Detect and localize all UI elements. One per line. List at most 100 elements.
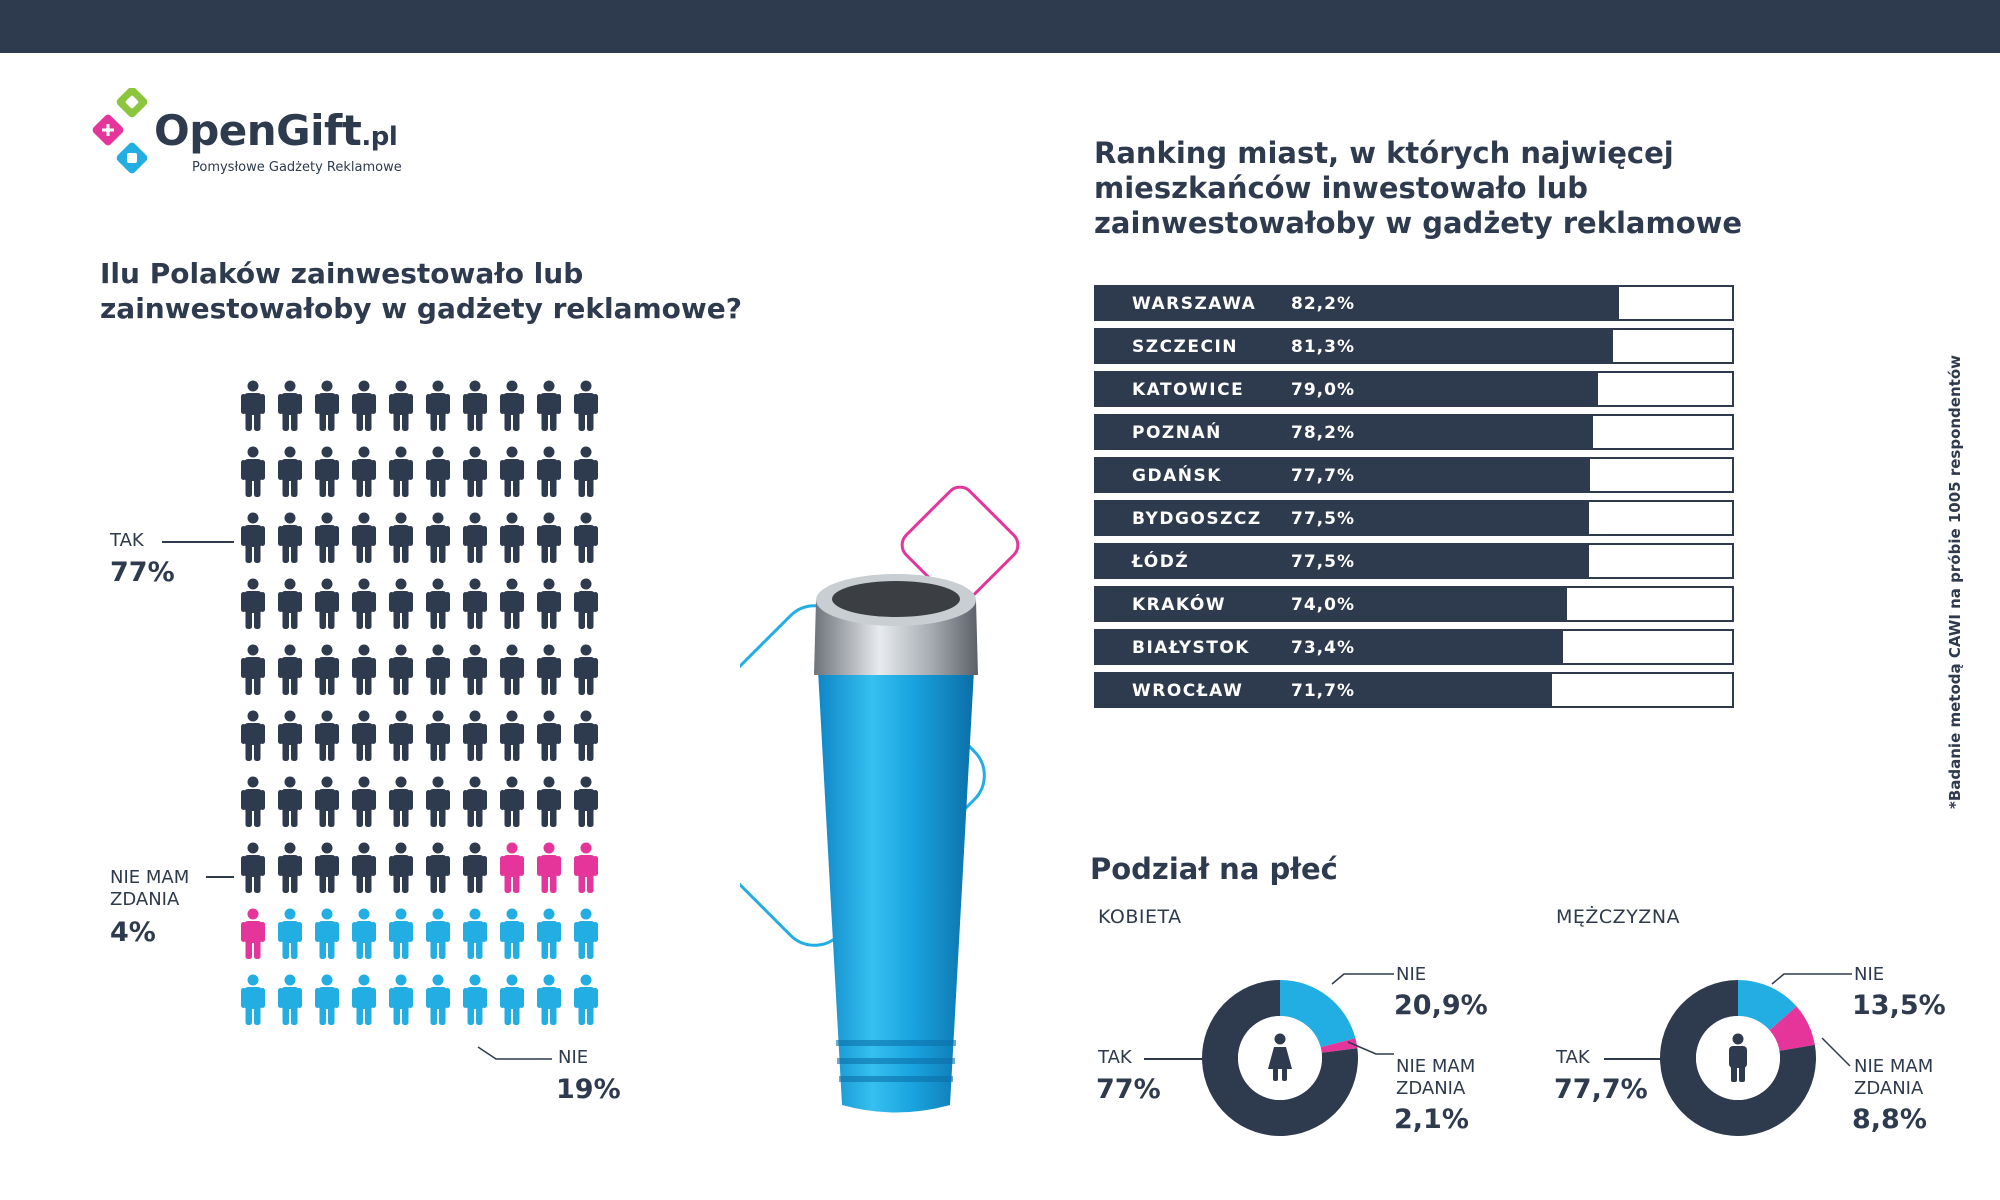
rank-row: BIAŁYSTOK 73,4% bbox=[1094, 629, 1734, 665]
donut-slice-nie bbox=[1280, 980, 1356, 1048]
value-nie: 19% bbox=[556, 1074, 621, 1105]
female-label-nie-mam-zdania: NIE MAM ZDANIA bbox=[1396, 1056, 1476, 1099]
person-icon-tak bbox=[463, 710, 487, 761]
person-icon-tak bbox=[352, 578, 376, 629]
value-tak: 77% bbox=[110, 557, 175, 588]
male-label-tak: TAK bbox=[1556, 1047, 1590, 1068]
rank-city: WARSZAWA bbox=[1132, 294, 1257, 314]
gender-title: Podział na płeć bbox=[1090, 852, 1338, 886]
person-icon-tak bbox=[315, 776, 339, 827]
person-icon-tak bbox=[278, 710, 302, 761]
person-icon-nie bbox=[352, 974, 376, 1025]
rank-value: 79,0% bbox=[1291, 380, 1355, 400]
rank-city: KRAKÓW bbox=[1132, 595, 1227, 615]
rank-city: KATOWICE bbox=[1132, 380, 1245, 400]
male-label-nie: NIE bbox=[1854, 964, 1885, 985]
person-icon-nie-mam-zdania bbox=[241, 908, 265, 959]
person-icon-tak bbox=[389, 776, 413, 827]
person-icon-tak bbox=[500, 644, 524, 695]
rank-city: ŁÓDŹ bbox=[1132, 552, 1190, 572]
person-icon-tak bbox=[463, 776, 487, 827]
logo: OpenGift.pl Pomysłowe Gadżety Reklamowe bbox=[92, 88, 422, 178]
rank-value: 81,3% bbox=[1291, 337, 1355, 357]
person-icon-tak bbox=[500, 446, 524, 497]
person-icon-nie bbox=[352, 908, 376, 959]
label-tak: TAK bbox=[110, 530, 144, 551]
person-icon-tak bbox=[241, 446, 265, 497]
rank-value: 82,2% bbox=[1291, 294, 1355, 314]
person-icon-nie-mam-zdania bbox=[537, 842, 561, 893]
rank-row: WARSZAWA 82,2% bbox=[1094, 285, 1734, 321]
person-icon-nie bbox=[537, 974, 561, 1025]
female-value-nie-mam-zdania: 2,1% bbox=[1394, 1104, 1469, 1135]
male-leader-tak bbox=[1604, 1058, 1660, 1060]
rank-value: 77,7% bbox=[1291, 466, 1355, 486]
person-icon-tak bbox=[500, 512, 524, 563]
person-icon-tak bbox=[537, 578, 561, 629]
value-nie-mam-zdania: 4% bbox=[110, 917, 156, 948]
person-icon-tak bbox=[241, 380, 265, 431]
rank-bar bbox=[1096, 545, 1589, 577]
rank-city: POZNAŃ bbox=[1132, 423, 1222, 443]
rank-row: ŁÓDŹ 77,5% bbox=[1094, 543, 1734, 579]
rank-bar bbox=[1096, 631, 1563, 663]
rank-bar bbox=[1096, 459, 1591, 491]
person-icon-tak bbox=[241, 578, 265, 629]
person-icon-tak bbox=[241, 512, 265, 563]
person-icon-tak bbox=[315, 446, 339, 497]
person-icon-tak bbox=[537, 776, 561, 827]
female-value-nie: 20,9% bbox=[1394, 990, 1488, 1021]
person-icon-tak bbox=[278, 512, 302, 563]
person-icon-tak bbox=[315, 512, 339, 563]
person-icon-tak bbox=[426, 512, 450, 563]
person-icon-tak bbox=[537, 380, 561, 431]
leader-line-tak bbox=[162, 541, 234, 543]
person-icon-tak bbox=[278, 578, 302, 629]
person-icon-nie bbox=[278, 974, 302, 1025]
people-pictogram bbox=[241, 380, 598, 1025]
person-icon-nie bbox=[574, 908, 598, 959]
female-icon bbox=[1268, 1033, 1292, 1081]
person-icon-tak bbox=[426, 776, 450, 827]
rank-row: GDAŃSK 77,7% bbox=[1094, 457, 1734, 493]
person-icon-tak bbox=[389, 578, 413, 629]
rank-city: WROCŁAW bbox=[1132, 681, 1244, 701]
person-icon-tak bbox=[500, 710, 524, 761]
person-icon-tak bbox=[500, 380, 524, 431]
female-label-nie: NIE bbox=[1396, 964, 1427, 985]
person-icon-tak bbox=[278, 446, 302, 497]
person-icon-nie-mam-zdania bbox=[574, 842, 598, 893]
rank-city: GDAŃSK bbox=[1132, 466, 1222, 486]
donut-slice-nie bbox=[1738, 980, 1797, 1031]
footnote: *Badanie metodą CAWI na próbie 1005 resp… bbox=[1946, 355, 1964, 809]
person-icon-tak bbox=[352, 380, 376, 431]
male-leader-nie bbox=[1771, 973, 1852, 985]
male-icon bbox=[1729, 1033, 1747, 1082]
person-icon-tak bbox=[389, 512, 413, 563]
person-icon-nie bbox=[278, 908, 302, 959]
leader-line-nie-mam-zdania bbox=[206, 876, 234, 878]
rank-city: BIAŁYSTOK bbox=[1132, 638, 1250, 658]
person-icon-tak bbox=[278, 776, 302, 827]
person-icon-nie bbox=[426, 974, 450, 1025]
person-icon-tak bbox=[352, 776, 376, 827]
rank-bar bbox=[1096, 287, 1619, 319]
person-icon-tak bbox=[426, 842, 450, 893]
person-icon-tak bbox=[278, 644, 302, 695]
person-icon-tak bbox=[389, 380, 413, 431]
rank-bar bbox=[1096, 674, 1552, 706]
donut-slice-nie-mam-zdania bbox=[1769, 1006, 1815, 1051]
person-icon-nie bbox=[426, 908, 450, 959]
donut-slice-tak bbox=[1660, 980, 1816, 1136]
person-icon-tak bbox=[352, 842, 376, 893]
person-icon-nie bbox=[574, 974, 598, 1025]
rank-row: POZNAŃ 78,2% bbox=[1094, 414, 1734, 450]
person-icon-tak bbox=[426, 446, 450, 497]
logo-mark-icon bbox=[92, 88, 148, 174]
rank-value: 74,0% bbox=[1291, 595, 1355, 615]
person-icon-tak bbox=[537, 512, 561, 563]
person-icon-tak bbox=[241, 644, 265, 695]
person-icon-tak bbox=[426, 380, 450, 431]
person-icon-tak bbox=[463, 380, 487, 431]
person-icon-nie bbox=[315, 974, 339, 1025]
